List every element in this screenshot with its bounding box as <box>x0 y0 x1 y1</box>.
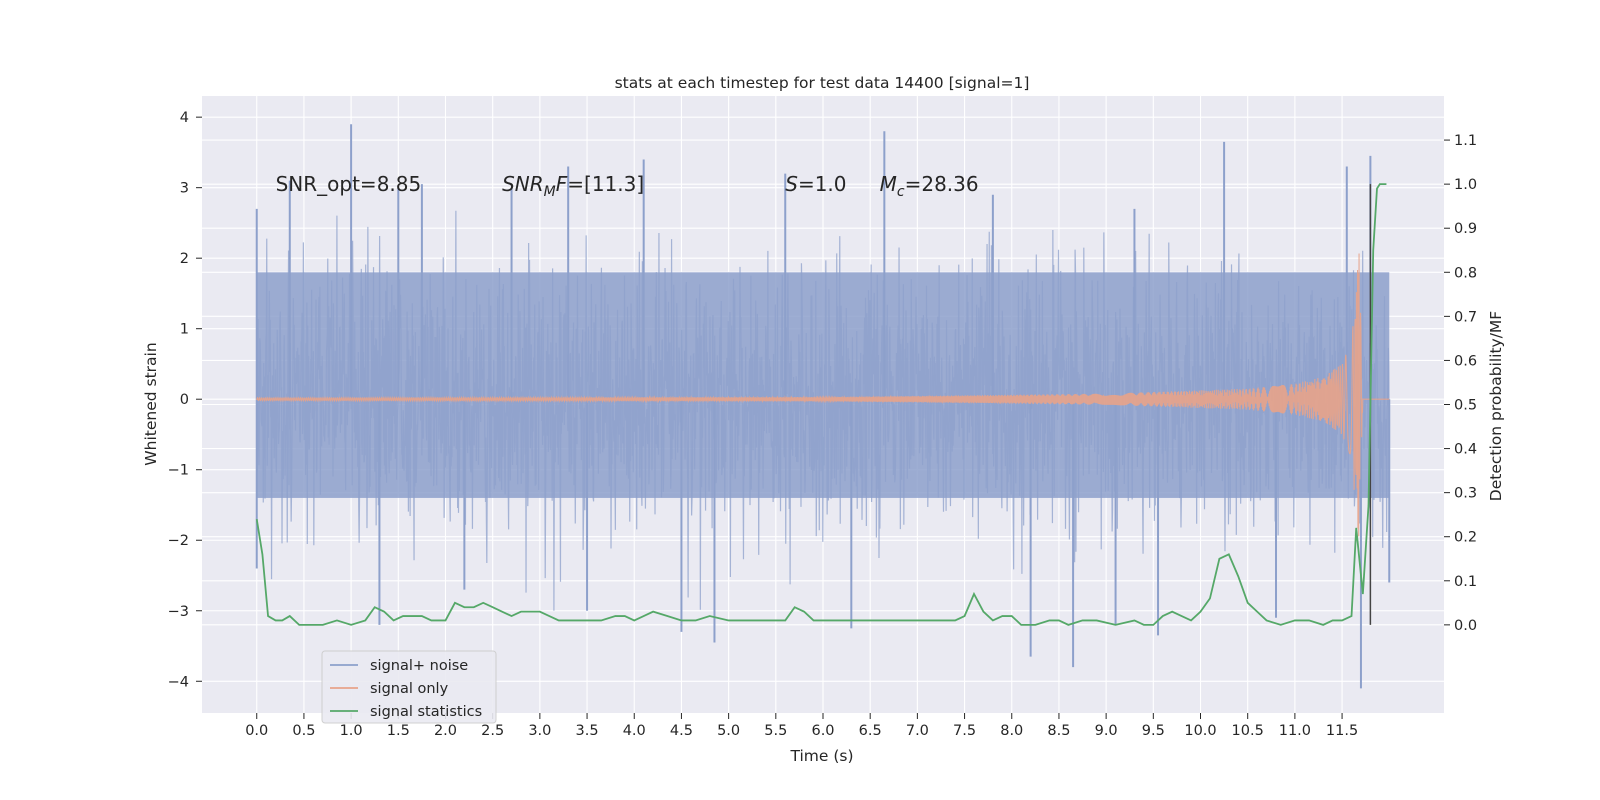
x-tick-label: 1.5 <box>387 723 410 739</box>
ticks-layer: 0.0 0.5 1.0 1.5 2.0 2.5 3.0 3.5 4.0 4.5 5.0 5.5 6.0 6… <box>168 110 1477 739</box>
y-left-tick-label: 4 <box>180 110 189 126</box>
x-tick-label: 3.0 <box>528 723 551 739</box>
y-right-tick-label: 0.6 <box>1454 353 1477 369</box>
legend-entry: signal+ noise <box>370 658 468 674</box>
legend-entry: signal only <box>370 681 449 697</box>
legend-box <box>321 650 497 724</box>
y-right-tick-label: 0.8 <box>1454 265 1477 281</box>
y-right-tick-label: 0.3 <box>1454 486 1477 502</box>
y-right-tick-label: 0.9 <box>1454 221 1477 237</box>
y-left-tick-label: −4 <box>168 674 189 690</box>
x-tick-label: 4.5 <box>670 723 693 739</box>
x-tick-label: 9.0 <box>1095 723 1118 739</box>
y-right-tick-label: 1.1 <box>1454 133 1477 149</box>
x-tick-label: 7.5 <box>953 723 976 739</box>
x-tick-label: 2.5 <box>481 723 504 739</box>
series-layer <box>255 124 1391 689</box>
x-tick-label: 0.0 <box>245 723 268 739</box>
chart-title: stats at each timestep for test data 144… <box>615 74 1030 92</box>
legend-entry: signal statistics <box>370 704 482 720</box>
y-right-tick-label: 0.4 <box>1454 442 1477 458</box>
x-tick-label: 7.0 <box>906 723 929 739</box>
x-tick-label: 4.0 <box>623 723 646 739</box>
x-tick-label: 0.5 <box>292 723 315 739</box>
y-left-tick-label: −2 <box>168 533 189 549</box>
y-left-tick-label: −1 <box>168 463 189 479</box>
annotation: S=1.0 <box>785 172 846 196</box>
y-right-tick-label: 0.5 <box>1454 398 1477 414</box>
y-right-tick-label: 0.0 <box>1454 618 1477 634</box>
series-signal-statistics <box>255 183 1387 626</box>
y-right-tick-label: 0.2 <box>1454 530 1477 546</box>
x-tick-label: 1.0 <box>340 723 363 739</box>
series-signal-only <box>256 253 1390 537</box>
series-signal-noise-band <box>256 272 1390 498</box>
y-right-tick-label: 1.0 <box>1454 177 1477 193</box>
annotation: SNR_opt=8.85 <box>276 172 422 196</box>
annotation: SNRMF=[11.3] <box>502 172 644 200</box>
y-left-tick-label: 3 <box>180 181 189 197</box>
x-tick-label: 8.0 <box>1000 723 1023 739</box>
annotation: Mc=28.36 <box>880 172 979 200</box>
y-right-tick-label: 0.7 <box>1454 309 1477 325</box>
legend: signal+ noise signal only signal statistic… <box>321 650 497 724</box>
y-right-tick-label: 0.1 <box>1454 574 1477 590</box>
x-tick-label: 6.0 <box>811 723 834 739</box>
x-tick-label: 3.5 <box>576 723 599 739</box>
x-tick-label: 9.5 <box>1142 723 1165 739</box>
x-axis-label: Time (s) <box>789 747 853 765</box>
x-tick-label: 5.5 <box>764 723 787 739</box>
x-tick-label: 10.5 <box>1232 723 1264 739</box>
y-axis-label-right: Detection probability/MF <box>1487 311 1505 502</box>
x-tick-label: 11.0 <box>1279 723 1311 739</box>
y-left-tick-label: −3 <box>168 604 189 620</box>
y-axis-label-left: Whitened strain <box>142 342 160 465</box>
x-tick-label: 8.5 <box>1047 723 1070 739</box>
y-left-tick-label: 0 <box>180 392 189 408</box>
x-tick-label: 5.0 <box>717 723 740 739</box>
x-tick-label: 2.0 <box>434 723 457 739</box>
x-tick-label: 10.0 <box>1184 723 1216 739</box>
y-left-tick-label: 2 <box>180 251 189 267</box>
annotations: SNR_opt=8.85 SNRMF=[11.3] S=1.0 Mc=28.36 <box>276 172 979 200</box>
x-tick-label: 11.5 <box>1326 723 1358 739</box>
x-tick-label: 6.5 <box>859 723 882 739</box>
y-left-tick-label: 1 <box>180 322 189 338</box>
